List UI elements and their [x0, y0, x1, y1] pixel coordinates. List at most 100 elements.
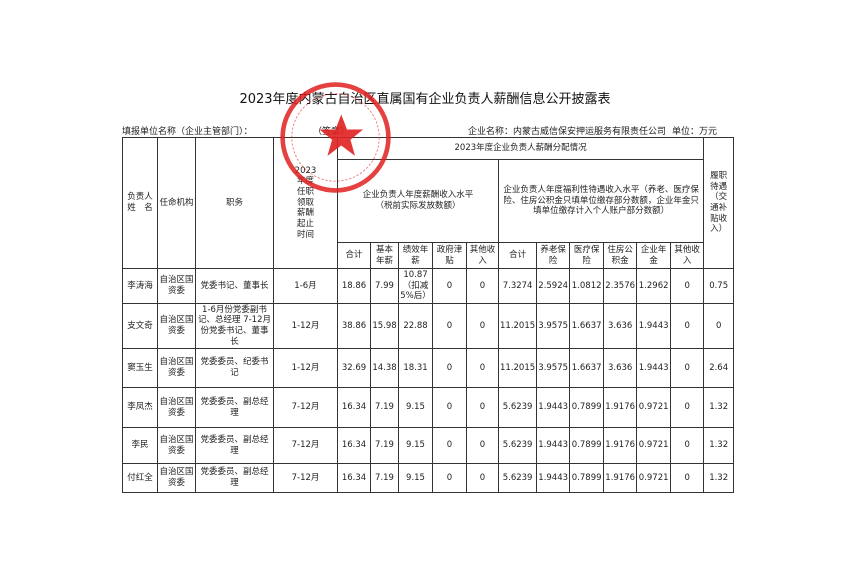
header-welfare-other: 其他收入 [670, 242, 705, 269]
cell-w-total: 5.6239 [497, 387, 538, 428]
cell-w-pension: 1.9443 [536, 427, 571, 464]
cell-name: 支文奇 [122, 303, 158, 349]
cell-body: 自治区国资委 [157, 303, 196, 349]
cell-s-base: 7.19 [370, 463, 399, 493]
cell-name: 李凤杰 [122, 387, 158, 428]
header-duty-benefit-text: 履职待遇（交通补贴收入） [710, 171, 728, 235]
header-salary-base: 基本年薪 [370, 242, 399, 269]
cell-s-base: 14.38 [370, 348, 399, 388]
cell-body: 自治区国资委 [157, 348, 196, 388]
cell-w-medical: 1.6637 [569, 348, 605, 388]
cell-position: 1-6月份党委副书记、总经理 7-12月份党委书记、董事长 [195, 303, 274, 349]
cell-period: 7-12月 [273, 387, 338, 428]
cell-w-medical: 0.7899 [569, 387, 605, 428]
table-row: 李凤杰 自治区国资委 党委委员、副总经理 7-12月 16.34 7.19 9.15 0 0 5.… [122, 387, 735, 428]
cell-name: 付红全 [122, 463, 158, 493]
cell-w-pension: 1.9443 [536, 463, 571, 493]
header-name: 负责人姓 名 [122, 137, 158, 269]
cell-s-total: 16.34 [337, 387, 371, 428]
header-position: 职务 [195, 137, 274, 269]
cell-w-total: 11.2015 [497, 303, 538, 349]
header-welfare-group: 企业负责人年度福利性待遇收入水平（养老、医疗保险、住房公积金只填单位缴存部分数额… [497, 159, 705, 243]
cell-w-pension: 2.5924 [536, 268, 571, 304]
cell-s-perf: 9.15 [398, 427, 433, 464]
table-row: 付红全 自治区国资委 党委委员、副总经理 7-12月 16.34 7.19 9.15 0 0 5.… [122, 463, 735, 493]
cell-w-housing: 2.3576 [603, 268, 638, 304]
table-row: 支文奇 自治区国资委 1-6月份党委副书记、总经理 7-12月份党委书记、董事长 1-… [122, 303, 735, 349]
cell-name: 李涛海 [122, 268, 158, 304]
header-period: 2023年度任职领取薪酬起止时间 [273, 137, 338, 269]
cell-position: 党委书记、董事长 [195, 268, 274, 304]
company-name: 企业名称：内蒙古威信保安押运服务有限责任公司 [468, 127, 667, 137]
header-salary-other: 其他收入 [466, 242, 499, 269]
cell-s-other: 0 [466, 463, 499, 493]
cell-s-gov: 0 [432, 303, 467, 349]
cell-w-housing: 1.9176 [603, 427, 638, 464]
header-salary-group: 企业负责人年度薪酬收入水平（税前实际发放数额） [337, 159, 499, 243]
cell-duty: 1.32 [703, 427, 735, 464]
page-title: 2023年度内蒙古自治区直属国有企业负责人薪酬信息公开披露表 [239, 92, 611, 107]
cell-s-total: 18.86 [337, 268, 371, 304]
cell-s-perf: 22.88 [398, 303, 433, 349]
header-salary-gov-allowance: 政府津贴 [432, 242, 467, 269]
table-row: 李民 自治区国资委 党委委员、副总经理 7-12月 16.34 7.19 9.15 0 0 5.6… [122, 427, 735, 464]
cell-w-annuity: 1.9443 [636, 303, 672, 349]
table-row: 窦玉生 自治区国资委 党委委员、纪委书记 1-12月 32.69 14.38 18.31 0 0… [122, 348, 735, 388]
cell-w-housing: 3.636 [603, 303, 638, 349]
cell-s-gov: 0 [432, 348, 467, 388]
header-welfare-housing: 住房公积金 [603, 242, 638, 269]
cell-s-total: 16.34 [337, 427, 371, 464]
cell-name: 窦玉生 [122, 348, 158, 388]
cell-s-other: 0 [466, 268, 499, 304]
header-distribution: 2023年度企业负责人薪酬分配情况 [336, 137, 705, 160]
cell-w-medical: 1.6637 [569, 303, 605, 349]
cell-period: 1-12月 [273, 348, 338, 388]
cell-name: 李民 [122, 427, 158, 464]
cell-body: 自治区国资委 [157, 268, 196, 304]
cell-w-other: 0 [670, 387, 705, 428]
cell-position: 党委委员、纪委书记 [195, 348, 274, 388]
cell-w-other: 0 [670, 303, 705, 349]
cell-s-perf: 9.15 [398, 387, 433, 428]
cell-period: 7-12月 [273, 427, 338, 464]
cell-s-total: 16.34 [337, 463, 371, 493]
cell-s-perf: 9.15 [398, 463, 433, 493]
cell-w-annuity: 0.9721 [636, 387, 672, 428]
cell-s-perf: 10.87（扣减5%后） [398, 268, 433, 304]
header-duty-benefit: 履职待遇（交通补贴收入） [703, 137, 735, 269]
header-welfare-medical: 医疗保险 [569, 242, 605, 269]
cell-w-other: 0 [670, 348, 705, 388]
salary-disclosure-table: 负责人姓 名 任命机构 职务 2023年度任职领取薪酬起止时间 2023年度企业… [122, 137, 735, 493]
cell-period: 1-12月 [273, 303, 338, 349]
cell-duty: 0 [703, 303, 735, 349]
cell-body: 自治区国资委 [157, 427, 196, 464]
cell-s-base: 7.99 [370, 268, 399, 304]
header-salary-performance: 绩效年薪 [398, 242, 433, 269]
cell-position: 党委委员、副总经理 [195, 387, 274, 428]
header-welfare-total: 合计 [497, 242, 538, 269]
cell-w-annuity: 1.9443 [636, 348, 672, 388]
cell-duty: 0.75 [703, 268, 735, 304]
cell-s-base: 15.98 [370, 303, 399, 349]
unit-label: 单位：万元 [672, 127, 718, 137]
cell-w-other: 0 [670, 268, 705, 304]
cell-s-total: 32.69 [337, 348, 371, 388]
seal-label: （签章） [313, 127, 350, 137]
cell-w-housing: 1.9176 [603, 387, 638, 428]
cell-w-other: 0 [670, 463, 705, 493]
cell-w-medical: 0.7899 [569, 463, 605, 493]
cell-s-other: 0 [466, 348, 499, 388]
cell-s-gov: 0 [432, 427, 467, 464]
cell-w-total: 11.2015 [497, 348, 538, 388]
cell-s-other: 0 [466, 303, 499, 349]
cell-duty: 1.32 [703, 387, 735, 428]
header-welfare-annuity: 企业年金 [636, 242, 672, 269]
cell-s-perf: 18.31 [398, 348, 433, 388]
cell-w-pension: 3.9575 [536, 348, 571, 388]
cell-s-gov: 0 [432, 387, 467, 428]
cell-s-gov: 0 [432, 268, 467, 304]
cell-s-base: 7.19 [370, 427, 399, 464]
cell-duty: 2.64 [703, 348, 735, 388]
cell-s-other: 0 [466, 387, 499, 428]
table-row: 李涛海 自治区国资委 党委书记、董事长 1-6月 18.86 7.99 10.87（扣减5%… [122, 268, 735, 304]
